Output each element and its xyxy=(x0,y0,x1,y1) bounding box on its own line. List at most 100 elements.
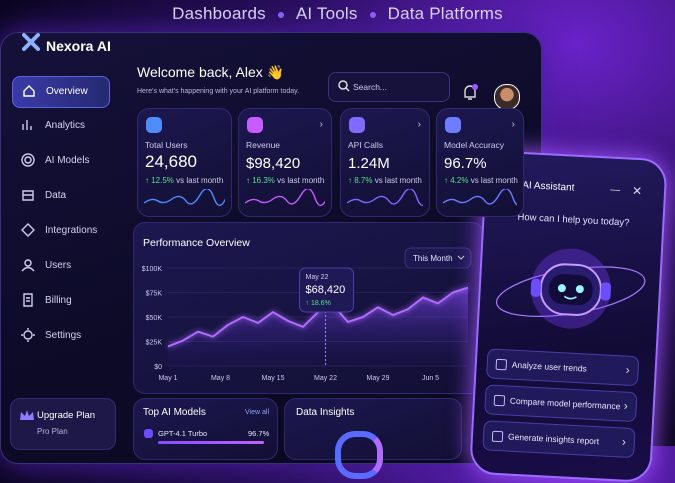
y-tick-label: $50K xyxy=(146,315,163,322)
model-icon xyxy=(144,429,153,438)
robot-illustration xyxy=(495,248,646,329)
change-value: ↑ 8.7% xyxy=(348,176,373,185)
assistant-action[interactable]: Analyze user trends › xyxy=(486,348,640,387)
stat-change: ↑ 16.3% vs last month xyxy=(246,176,324,185)
view-all[interactable]: View all xyxy=(245,409,269,416)
search-placeholder: Search... xyxy=(353,82,388,92)
sparkline xyxy=(443,189,517,206)
range-label: This Month xyxy=(413,254,453,263)
stat-change: ↑ 8.7% vs last month xyxy=(348,176,422,185)
stat-card[interactable]: Total Users 24,680 ↑ 12.5% vs last month xyxy=(137,108,232,217)
model-name: GPT-4.1 Turbo xyxy=(158,429,208,438)
stat-icon xyxy=(247,117,263,133)
chevron: › xyxy=(417,119,421,130)
nav-item[interactable]: Billing xyxy=(12,286,108,316)
nav-icon xyxy=(21,259,35,272)
tooltip-date: May 22 xyxy=(306,274,329,281)
stat-icon xyxy=(349,117,365,133)
nav-label: Settings xyxy=(45,330,82,341)
upgrade-title: Upgrade Plan xyxy=(37,410,96,421)
stat-change: ↑ 4.2% vs last month xyxy=(444,176,518,185)
nav-icon xyxy=(21,153,35,167)
nav-label: Data xyxy=(45,190,67,201)
chevron xyxy=(457,255,465,260)
stat-value: $98,420 xyxy=(246,155,301,172)
nav-item[interactable]: Integrations xyxy=(12,216,108,246)
stat-card[interactable]: › Revenue $98,420 ↑ 16.3% vs last month xyxy=(238,108,332,217)
nav-icon xyxy=(23,293,33,307)
nav-label: Users xyxy=(45,260,72,271)
change-note: vs last month xyxy=(277,176,325,185)
assistant-action[interactable]: Compare model performance › xyxy=(484,384,638,423)
nav-item[interactable]: Data xyxy=(12,181,108,211)
nav-icon xyxy=(22,190,34,201)
y-tick-label: $0 xyxy=(154,364,162,371)
welcome-subtitle: Here's what's happening with your AI pla… xyxy=(137,88,300,95)
stat-card[interactable]: › API Calls 1.24M ↑ 8.7% vs last month xyxy=(340,108,430,217)
x-tick-label: May 29 xyxy=(367,375,390,382)
bell-icon[interactable] xyxy=(462,84,478,102)
stat-change: ↑ 12.5% vs last month xyxy=(145,176,223,185)
nav-label: Overview xyxy=(46,86,88,97)
change-note: vs last month xyxy=(374,176,422,185)
close-button[interactable]: ✕ xyxy=(631,183,643,199)
stat-value: 96.7% xyxy=(444,155,487,172)
search-box[interactable]: Search... xyxy=(328,72,450,102)
change-value: ↑ 16.3% xyxy=(246,176,275,185)
stat-value: 24,680 xyxy=(145,152,197,171)
nav-label: Integrations xyxy=(45,225,98,236)
chevron: › xyxy=(319,119,323,130)
upgrade-card[interactable]: Upgrade Plan Pro Plan xyxy=(10,398,116,450)
stat-icon xyxy=(146,117,162,133)
y-tick-label: $25K xyxy=(146,340,163,347)
stat-label: Revenue xyxy=(246,140,281,150)
stat-value: 1.24M xyxy=(348,155,390,172)
assistant-action[interactable]: Generate insights report › xyxy=(482,420,636,459)
stat-card[interactable]: › Model Accuracy 96.7% ↑ 4.2% vs last month xyxy=(436,108,524,217)
banner-item: Data Platforms xyxy=(387,4,503,23)
x-tick-label: Jun 5 xyxy=(422,375,439,382)
chevron: › xyxy=(511,119,515,130)
banner: Dashboards AI Tools Data Platforms xyxy=(0,4,675,24)
nav-item[interactable]: Settings xyxy=(12,321,108,351)
welcome-title: Welcome back, Alex 👋 xyxy=(137,64,285,80)
logo xyxy=(22,33,40,51)
stat-icon xyxy=(445,117,461,133)
stat-label: Model Accuracy xyxy=(444,140,504,150)
action-icon xyxy=(495,358,508,371)
stat-label: API Calls xyxy=(348,140,383,150)
avatar[interactable] xyxy=(494,84,520,110)
minimize-button[interactable]: — xyxy=(609,184,621,197)
tooltip-value: $68,420 xyxy=(306,284,346,296)
tooltip xyxy=(299,267,354,313)
nav-item[interactable]: AI Models xyxy=(12,146,108,176)
panel-title: Top AI Models xyxy=(143,407,206,418)
nav-item[interactable]: Analytics xyxy=(12,111,108,141)
panel-title: Performance Overview xyxy=(143,237,250,249)
sparkline xyxy=(347,189,423,206)
tooltip-change: ↑ 18.6% xyxy=(306,300,331,307)
nav-icon xyxy=(22,120,32,130)
action-label: Compare model performance xyxy=(509,395,621,412)
y-tick-label: $100K xyxy=(142,266,163,273)
area xyxy=(168,287,468,366)
change-value: ↑ 12.5% xyxy=(145,176,174,185)
nav-label: Billing xyxy=(45,295,72,306)
nav-label: Analytics xyxy=(45,120,86,131)
change-note: vs last month xyxy=(176,176,224,185)
action-icon xyxy=(493,394,506,407)
donut xyxy=(335,431,383,479)
nav-item[interactable]: Users xyxy=(12,251,108,281)
upgrade-plan: Pro Plan xyxy=(37,427,68,436)
nav-label: AI Models xyxy=(45,155,90,166)
nav-item[interactable]: Overview xyxy=(12,76,110,108)
assistant-phone: AI Assistant — ✕ How can I help you toda… xyxy=(469,150,668,483)
crown-icon xyxy=(20,410,34,420)
x-tick-label: May 15 xyxy=(262,375,285,382)
chevron: › xyxy=(625,362,631,377)
nav-icon xyxy=(23,85,35,97)
panel-title: Data Insights xyxy=(296,407,355,418)
change-value: ↑ 4.2% xyxy=(444,176,469,185)
x-tick-label: May 8 xyxy=(211,375,230,382)
